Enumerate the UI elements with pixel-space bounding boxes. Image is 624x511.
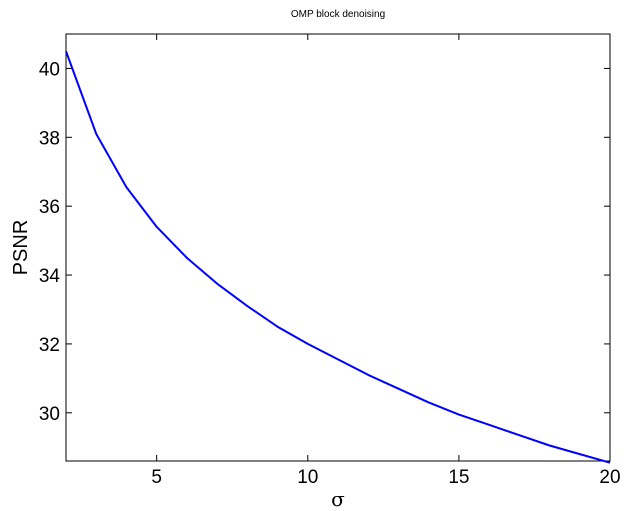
x-tick-label: 10 [297, 467, 318, 488]
series-line [65, 50, 611, 464]
y-tick-label: 38 [39, 128, 60, 149]
x-tick-label: 5 [151, 467, 162, 488]
chart-title: OMP block denoising [291, 9, 385, 20]
series-layer [65, 50, 611, 464]
y-tick-label: 40 [39, 59, 60, 80]
x-tick-label: 15 [448, 467, 469, 488]
x-tick-label: 20 [599, 467, 620, 488]
y-tick-label: 36 [39, 197, 60, 218]
y-axis-label: PSNR [10, 220, 32, 276]
plot-frame [65, 33, 611, 462]
y-tick-label: 30 [39, 404, 60, 425]
x-axis-label: σ [331, 487, 345, 511]
x-axis-ticks: 5 10 15 20 [151, 34, 621, 488]
y-tick-label: 34 [39, 266, 61, 287]
y-axis-ticks: 30 32 34 36 38 40 [39, 59, 610, 425]
y-tick-label: 32 [39, 335, 60, 356]
